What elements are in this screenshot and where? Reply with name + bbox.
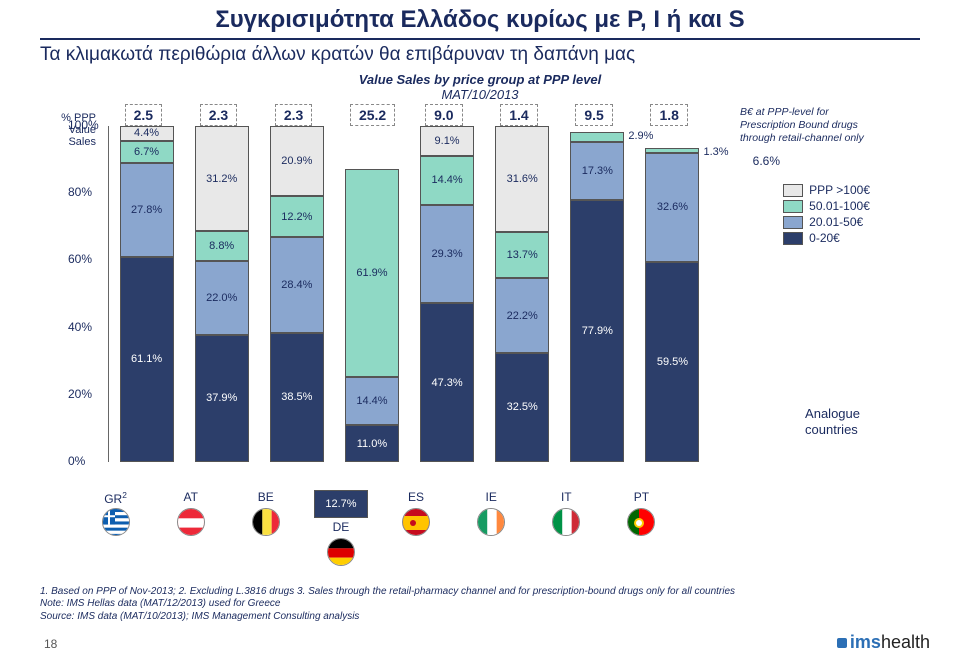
ytick: 100% — [68, 118, 99, 132]
top-value-box: 2.5 — [125, 104, 162, 126]
bar-column: 32.6%59.5% — [645, 148, 699, 462]
top-value-box: 9.0 — [425, 104, 462, 126]
page-number: 18 — [44, 637, 57, 651]
bar-segment: 31.6% — [495, 126, 549, 232]
bar-segment: 61.1% — [120, 257, 174, 462]
legend-item: 20.01-50€ — [783, 215, 870, 229]
ytick: 0% — [68, 454, 85, 468]
top-value-box: 2.3 — [200, 104, 237, 126]
bar-segment: 27.8% — [120, 163, 174, 256]
flag-es-icon — [402, 508, 430, 536]
bar-column: 4.4%6.7%27.8%61.1% — [120, 126, 174, 462]
bar-segment: 37.9% — [195, 335, 249, 462]
legend-label: 20.01-50€ — [809, 215, 863, 229]
chart-title: Value Sales by price group at PPP level — [0, 72, 960, 87]
flag-de-icon — [327, 538, 355, 566]
bar-segment: 22.2% — [495, 278, 549, 353]
logo-ims: ims — [850, 632, 881, 652]
chart-subtitle: MAT/10/2013 — [0, 87, 960, 102]
top-value-box: 25.2 — [350, 104, 395, 126]
flag-it-icon — [552, 508, 580, 536]
bar-segment: 59.5% — [645, 262, 699, 462]
legend-swatch — [783, 200, 803, 213]
page-subtitle: Τα κλιμακωτά περιθώρια άλλων κρατών θα ε… — [0, 40, 960, 66]
x-axis-label: IE — [462, 490, 520, 504]
logo: imshealth — [837, 632, 930, 653]
plot-area: 4.4%6.7%27.8%61.1%2.531.2%8.8%22.0%37.9%… — [108, 126, 710, 462]
x-axis-label: AT — [162, 490, 220, 504]
segment-label-outside: 2.9% — [628, 130, 653, 142]
flag-be-icon — [252, 508, 280, 536]
bar-segment: 22.0% — [195, 261, 249, 335]
x-axis-label: DE — [312, 520, 370, 534]
bar-segment: 9.1% — [420, 126, 474, 157]
ytick: 60% — [68, 252, 92, 266]
top-value-box: 1.4 — [500, 104, 537, 126]
bar-segment-below: 12.7% — [314, 490, 368, 518]
below-area: GR2 AT BE 12.7% DE ES IE IT PT — [78, 490, 740, 570]
segment-label-outside: 1.3% — [703, 146, 728, 158]
bar-segment: 47.3% — [420, 303, 474, 462]
legend: PPP >100€ 50.01-100€ 20.01-50€ 0-20€ — [783, 181, 870, 247]
ytick: 40% — [68, 320, 92, 334]
flag-at-icon — [177, 508, 205, 536]
logo-health: health — [881, 632, 930, 652]
bar-segment: 14.4% — [420, 156, 474, 204]
bar-segment: 20.9% — [270, 126, 324, 196]
x-axis-label: PT — [612, 490, 670, 504]
bar-segment: 8.8% — [195, 231, 249, 261]
bar-segment: 12.2% — [270, 196, 324, 237]
bar-segment: 14.4% — [345, 377, 399, 425]
top-value-box: 2.3 — [275, 104, 312, 126]
bar-segment: 6.7% — [120, 141, 174, 164]
legend-item: PPP >100€ — [783, 183, 870, 197]
ytick: 80% — [68, 185, 92, 199]
footnote: 1. Based on PPP of Nov-2013; 2. Excludin… — [40, 586, 920, 624]
legend-label: 0-20€ — [809, 231, 840, 245]
bar-segment: 61.9% — [345, 169, 399, 377]
top-value-box: 9.5 — [575, 104, 612, 126]
top-value-box: 1.8 — [650, 104, 687, 126]
bar-column: 17.3%77.9% — [570, 132, 624, 462]
x-axis-label: IT — [537, 490, 595, 504]
legend-item: 0-20€ — [783, 231, 870, 245]
bar-segment: 11.0% — [345, 425, 399, 462]
bar-segment: 29.3% — [420, 205, 474, 303]
bar-segment — [570, 132, 624, 142]
logo-dot-icon — [837, 638, 847, 648]
bar-segment: 4.4% — [120, 126, 174, 141]
analogue-label: Analoguecountries — [805, 406, 860, 437]
ytick: 20% — [68, 387, 92, 401]
x-axis-label: ES — [387, 490, 445, 504]
x-axis-label: GR2 — [87, 490, 145, 506]
bar-segment: 32.6% — [645, 153, 699, 263]
legend-swatch — [783, 216, 803, 229]
bar-column: 20.9%12.2%28.4%38.5% — [270, 126, 324, 462]
top-right-note: B€ at PPP-level forPrescription Bound dr… — [740, 106, 920, 145]
x-axis-label: BE — [237, 490, 295, 504]
bar-column: 31.6%13.7%22.2%32.5% — [495, 126, 549, 462]
bar-segment: 13.7% — [495, 232, 549, 278]
bar-segment: 28.4% — [270, 237, 324, 332]
legend-item: 50.01-100€ — [783, 199, 870, 213]
bar-segment: 31.2% — [195, 126, 249, 231]
legend-label: 50.01-100€ — [809, 199, 870, 213]
legend-swatch — [783, 232, 803, 245]
flag-pt-icon — [627, 508, 655, 536]
right-percent: 6.6% — [753, 154, 780, 169]
chart-container: % PPPValueSales 4.4%6.7%27.8%61.1%2.531.… — [30, 106, 930, 476]
legend-swatch — [783, 184, 803, 197]
bar-segment: 32.5% — [495, 353, 549, 462]
bar-segment: 77.9% — [570, 200, 624, 462]
bar-segment: 17.3% — [570, 142, 624, 200]
page-title: Συγκρισιμότητα Ελλάδος κυρίως με P, I ή … — [0, 0, 960, 34]
bar-column: 31.2%8.8%22.0%37.9% — [195, 126, 249, 462]
flag-gr-icon — [102, 508, 130, 536]
bar-column: 9.1%14.4%29.3%47.3% — [420, 126, 474, 462]
bar-segment: 38.5% — [270, 333, 324, 462]
legend-label: PPP >100€ — [809, 183, 870, 197]
flag-ie-icon — [477, 508, 505, 536]
bar-column: 61.9%14.4%11.0% — [345, 169, 399, 462]
